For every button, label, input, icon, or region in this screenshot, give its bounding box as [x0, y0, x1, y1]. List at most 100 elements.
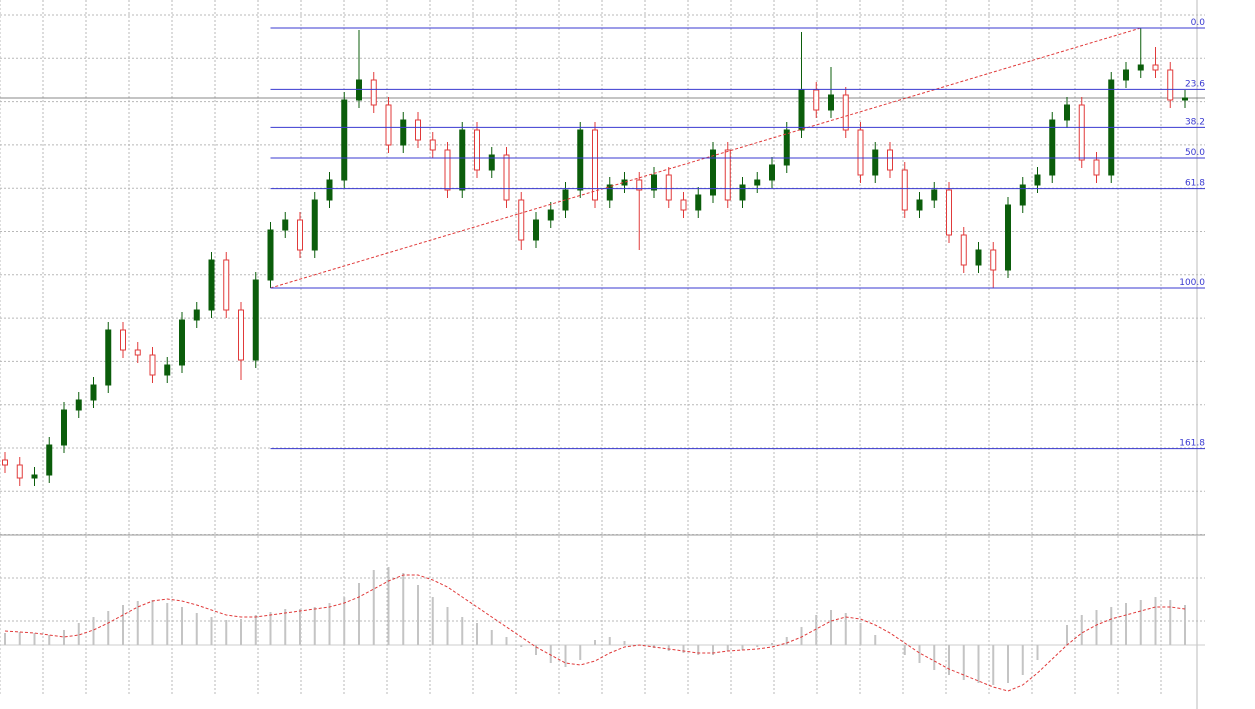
- candle-body: [326, 179, 333, 201]
- macd-bar: [225, 620, 228, 645]
- macd-bar: [549, 645, 552, 663]
- candle-body: [975, 249, 982, 266]
- candle-body: [282, 219, 289, 231]
- candle-body: [577, 129, 584, 191]
- candle-body: [592, 129, 598, 201]
- macd-bar: [1021, 645, 1024, 675]
- macd-bar: [299, 609, 301, 645]
- macd-bar: [1066, 625, 1068, 645]
- candle-body: [385, 104, 392, 146]
- candle-body: [297, 219, 303, 251]
- macd-bar: [18, 632, 21, 645]
- candle-body: [724, 149, 731, 201]
- macd-bar: [948, 645, 950, 675]
- macd-bar: [402, 573, 405, 645]
- candle-body: [1078, 104, 1085, 161]
- candle-body: [813, 89, 820, 111]
- candle-body: [651, 174, 657, 191]
- macd-bar: [712, 645, 714, 655]
- macd-bar: [48, 635, 51, 645]
- candle-body: [459, 129, 466, 191]
- candle-body: [798, 89, 805, 131]
- fib-level-label: 38.2: [1185, 117, 1205, 127]
- macd-bar: [63, 630, 65, 645]
- macd-bar: [962, 645, 965, 680]
- candle-body: [488, 154, 495, 171]
- candle-body: [400, 119, 407, 146]
- macd-bar: [815, 615, 818, 645]
- candle-body: [547, 209, 554, 221]
- macd-bar: [682, 645, 685, 653]
- candle-body: [252, 279, 259, 361]
- candle-body: [710, 149, 716, 196]
- macd-bar: [520, 645, 523, 647]
- macd-bar: [328, 603, 331, 645]
- candle-body: [769, 164, 775, 181]
- macd-bar: [284, 609, 287, 645]
- macd-bar: [476, 623, 478, 645]
- candle-body: [1005, 204, 1011, 271]
- macd-bar: [1080, 615, 1083, 645]
- macd-bar: [195, 613, 198, 645]
- candle-body: [208, 259, 215, 311]
- macd-bar: [1095, 610, 1098, 645]
- macd-bar: [830, 610, 832, 645]
- macd-bar: [1169, 600, 1172, 645]
- candle-body: [75, 399, 82, 411]
- candle-body: [429, 139, 436, 151]
- candle-body: [636, 179, 643, 191]
- candle-body: [90, 384, 97, 401]
- macd-bar: [859, 623, 862, 645]
- macd-bar: [756, 645, 759, 647]
- macd-bar: [667, 645, 670, 651]
- macd-bar: [151, 600, 154, 645]
- candle-body: [518, 199, 525, 241]
- candle-body: [1182, 97, 1188, 101]
- candle-body: [916, 199, 923, 211]
- macd-bar: [490, 630, 493, 645]
- macd-bar: [977, 645, 980, 683]
- candle-body: [1093, 159, 1100, 176]
- fib-trend-line: [270, 27, 1141, 289]
- candle-body: [444, 149, 451, 191]
- macd-bar: [844, 613, 847, 645]
- candle-body: [754, 179, 761, 186]
- candle-body: [179, 319, 185, 366]
- macd-bar: [358, 583, 360, 645]
- fib-level-label: 50.0: [1185, 148, 1205, 158]
- candle-body: [1137, 64, 1144, 71]
- candle-body: [164, 364, 171, 376]
- candle-body: [238, 309, 244, 361]
- macd-bar: [461, 617, 464, 645]
- macd-bar: [181, 607, 183, 645]
- macd-bar: [240, 619, 242, 645]
- candle-body: [223, 259, 230, 311]
- candle-body: [16, 464, 23, 479]
- macd-bar: [210, 617, 213, 645]
- candle-body: [783, 129, 790, 166]
- candle-body: [931, 189, 938, 201]
- fib-level-label: 0.0: [1191, 18, 1206, 28]
- candle-body: [415, 119, 421, 141]
- macd-bar: [136, 601, 139, 645]
- macd-bar: [505, 637, 508, 645]
- macd-bar: [535, 645, 537, 655]
- candle-body: [1019, 184, 1026, 206]
- macd-bar: [372, 570, 375, 645]
- candle-body: [990, 249, 997, 271]
- candle-body: [872, 149, 879, 176]
- macd-bar: [918, 645, 921, 663]
- macd-bar: [33, 633, 36, 645]
- candle-body: [31, 474, 38, 479]
- macd-bar: [269, 612, 272, 645]
- candle-body: [46, 444, 53, 476]
- fib-level-label: 23.6: [1185, 79, 1205, 89]
- candle-body: [149, 354, 156, 376]
- candle-body: [370, 79, 377, 106]
- candle-body: [503, 154, 510, 201]
- candle-body: [1049, 119, 1056, 176]
- candle-body: [680, 199, 687, 211]
- macd-bar: [697, 645, 700, 655]
- candle-body: [887, 149, 893, 171]
- macd-bar: [343, 597, 346, 645]
